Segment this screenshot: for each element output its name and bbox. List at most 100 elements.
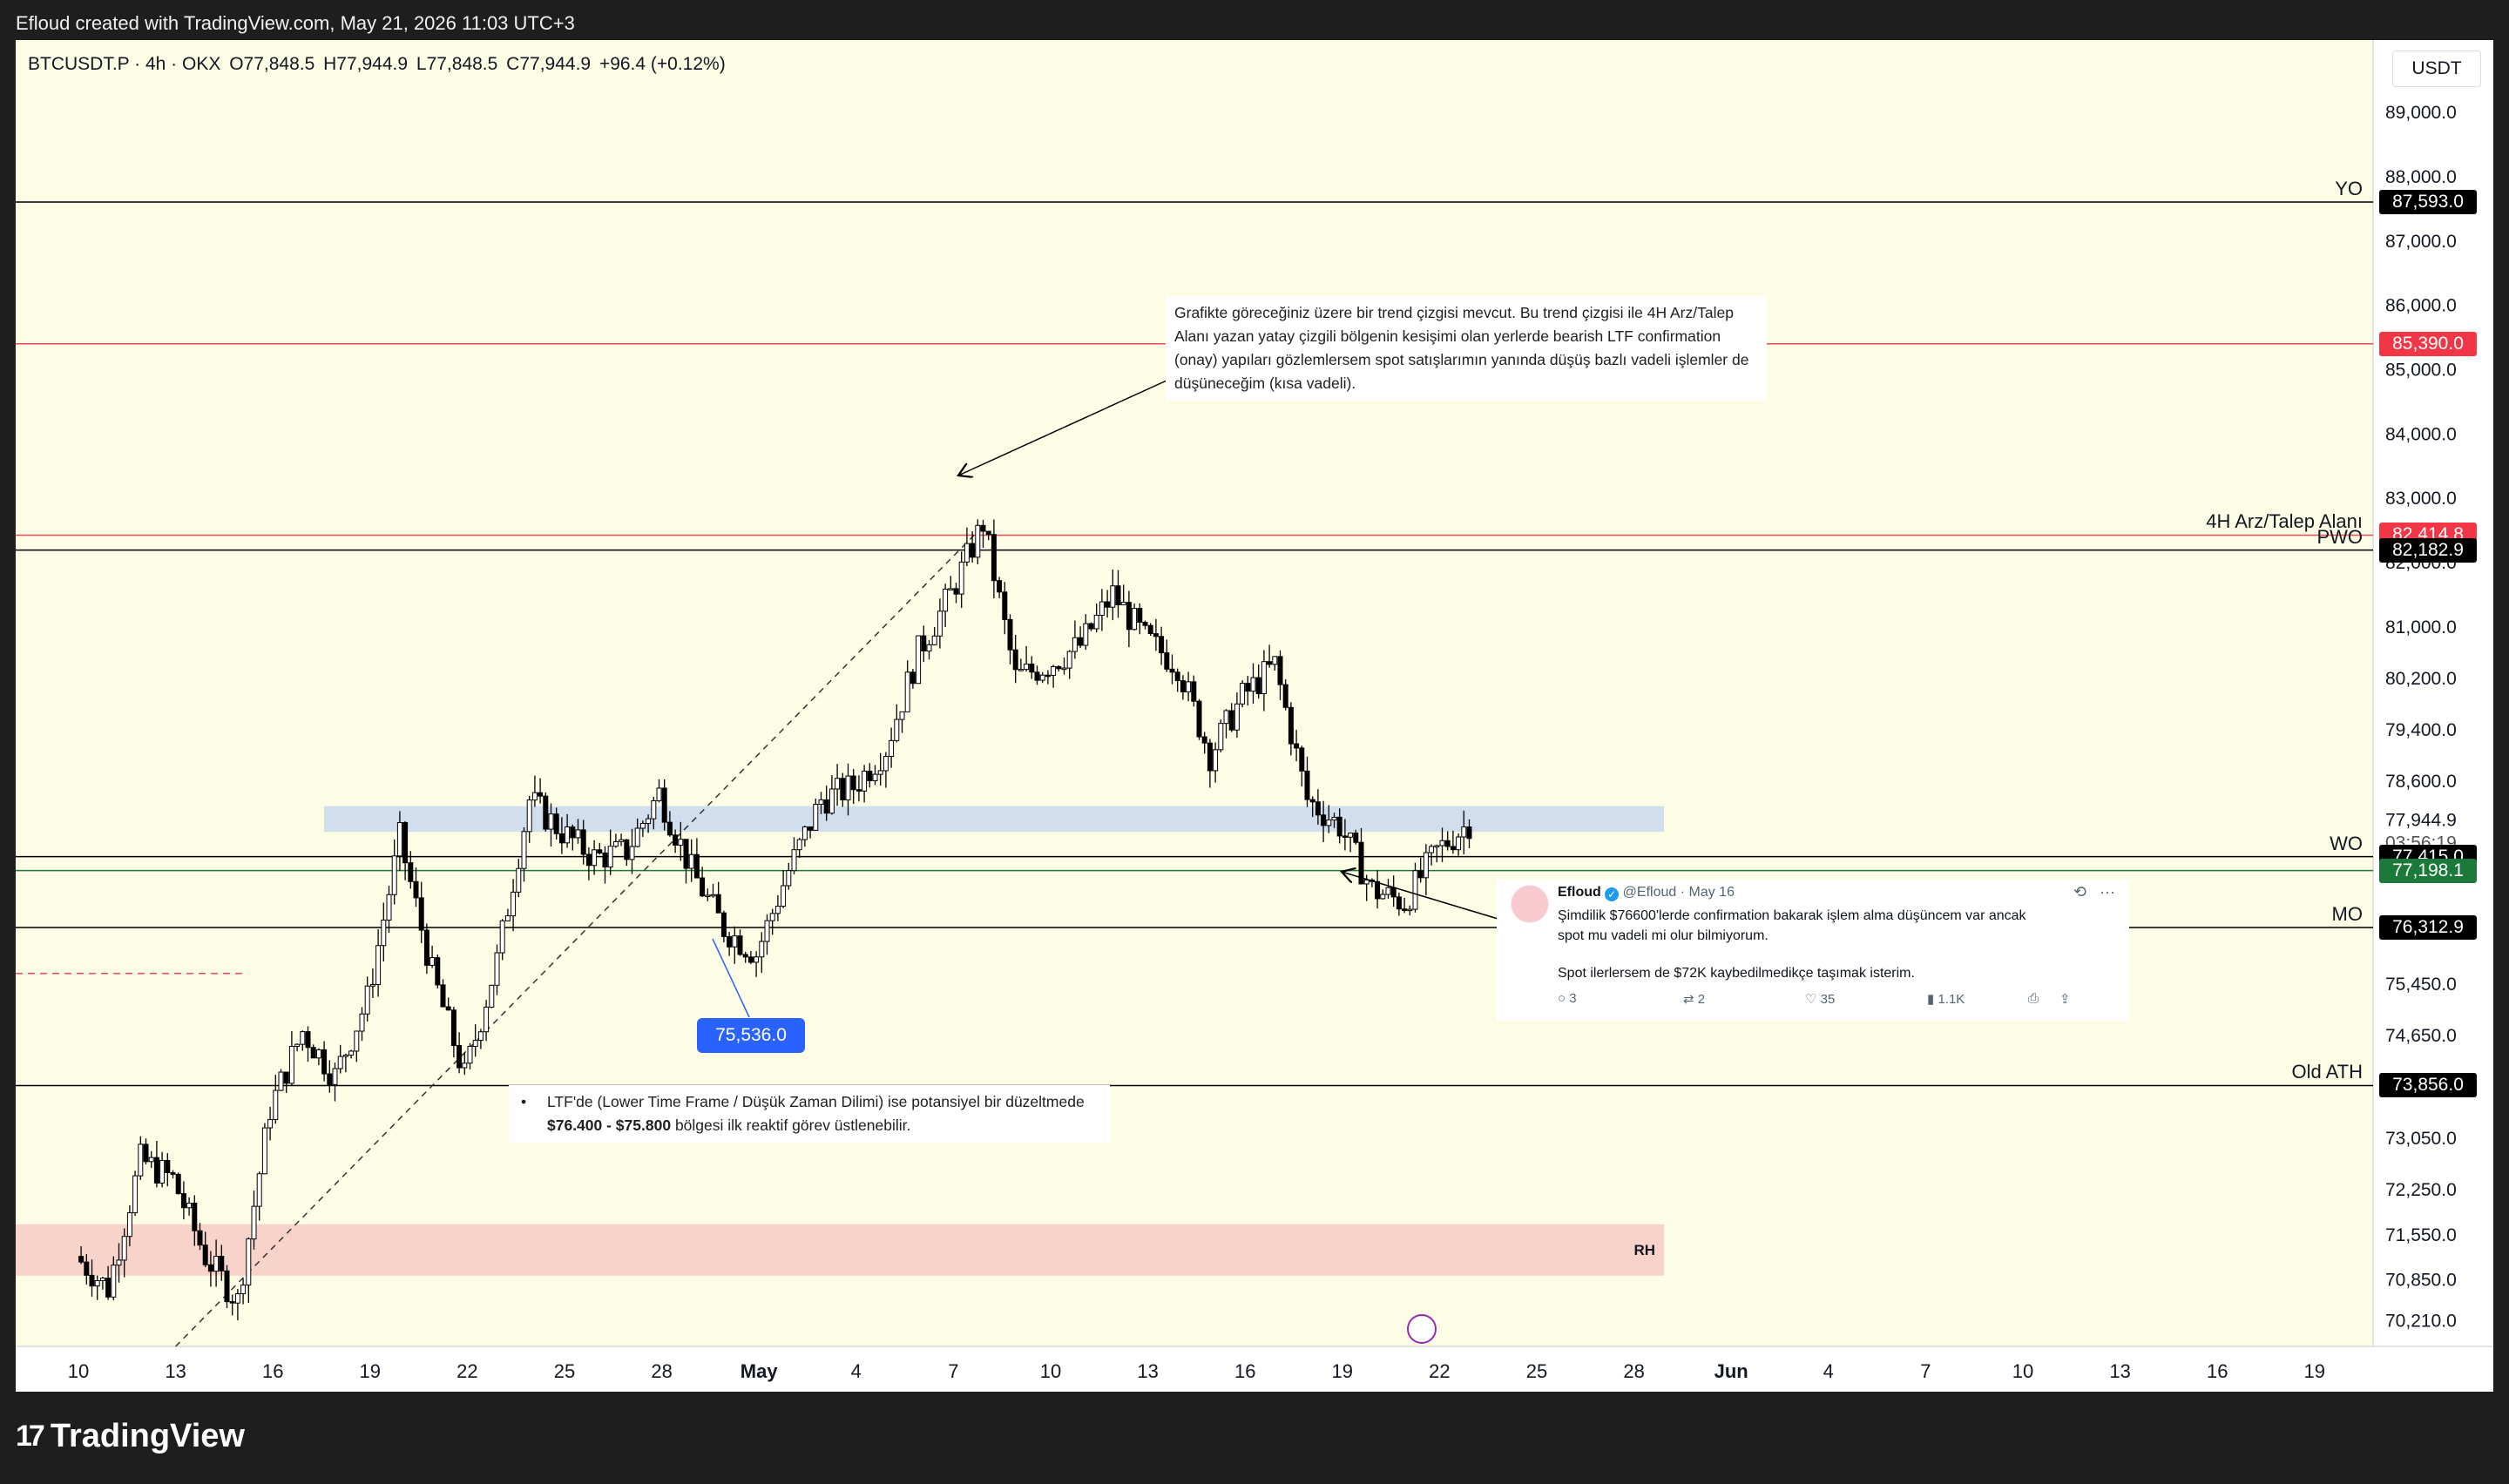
candle-body — [964, 543, 970, 563]
candle-body — [321, 1049, 328, 1075]
candle-body — [683, 839, 689, 869]
candle-body — [1363, 879, 1369, 885]
candle-body — [759, 941, 765, 958]
embedded-tweet[interactable]: Efloud ✓ @Efloud · May 16 ⟲ ··· Şimdilik… — [1497, 880, 2129, 1021]
views-button[interactable]: ▮ 1.1K — [1927, 991, 1965, 1007]
candle-body — [980, 524, 986, 532]
time-tick-label: 16 — [2207, 1360, 2228, 1382]
candle-body — [116, 1259, 122, 1266]
candle-body — [207, 1264, 213, 1272]
candle-body — [159, 1159, 166, 1184]
ltf-bullet-note[interactable]: • LTF'de (Lower Time Frame / Düşük Zaman… — [509, 1085, 1110, 1143]
bookmark-button[interactable]: ⎙ — [2028, 991, 2039, 1006]
tweet-author[interactable]: Efloud — [1558, 885, 1601, 900]
candle-body — [1282, 684, 1288, 708]
candle-body — [1456, 836, 1462, 851]
candle-body — [1412, 870, 1418, 910]
time-tick-label: 16 — [1234, 1360, 1255, 1382]
candle-body — [1390, 887, 1397, 898]
candle-body — [801, 826, 808, 840]
candle-body — [877, 770, 883, 775]
time-tick-label: 22 — [456, 1360, 477, 1382]
candle-body — [175, 1173, 181, 1195]
candle-body — [872, 773, 878, 781]
avatar[interactable] — [1511, 885, 1549, 923]
currency-selector[interactable]: USDT — [2392, 51, 2481, 87]
candle-body — [1234, 703, 1240, 731]
candle-body — [1272, 656, 1278, 665]
candle-body — [1207, 742, 1213, 772]
candle-body — [391, 855, 397, 895]
candle-body — [850, 775, 856, 791]
candle-body — [197, 1230, 203, 1246]
candle-body — [1115, 585, 1121, 605]
candle-body — [1228, 710, 1234, 731]
price-tick-label: 75,450.0 — [2385, 975, 2457, 995]
candle-body — [602, 852, 608, 868]
candle-body — [975, 524, 981, 558]
candle-body — [764, 920, 770, 942]
candle-body — [1288, 706, 1294, 745]
candle-body — [327, 1073, 333, 1085]
low-price-badge[interactable]: 75,536.0 — [697, 1018, 805, 1053]
close-value: C77,944.9 — [506, 54, 592, 74]
candle-body — [354, 1030, 360, 1052]
candle-body — [78, 1256, 85, 1263]
candle-body — [1326, 820, 1332, 826]
tweet-line-2: spot mu vadeli mi olur bilmiyorum. — [1558, 928, 1768, 943]
candle-body — [148, 1157, 154, 1163]
candle-body — [651, 799, 657, 820]
time-tick-label: 10 — [68, 1360, 89, 1382]
candle-body — [720, 912, 727, 937]
symbol-ohlc-bar: BTCUSDT.P · 4h · OKX O77,848.5 H77,944.9… — [28, 54, 729, 75]
price-tick-label: 79,400.0 — [2385, 720, 2457, 740]
price-tag: 77,198.1 — [2379, 858, 2477, 883]
candle-body — [624, 839, 630, 860]
price-tag: 76,312.9 — [2379, 915, 2477, 941]
chart-area[interactable]: RH 89,000.0 88,000.0 87,000.0 86,000.0 85,000… — [16, 40, 2493, 1392]
candle-body — [607, 846, 613, 868]
price-tick-label: 73,050.0 — [2385, 1129, 2457, 1149]
candle-body — [1444, 840, 1451, 847]
grok-icon[interactable]: ⟲ — [2073, 883, 2086, 901]
candle-body — [570, 826, 576, 839]
time-tick-label: 13 — [165, 1360, 186, 1382]
more-options-icon[interactable]: ··· — [2100, 883, 2115, 901]
repost-button[interactable]: ⇄ 2 — [1683, 991, 1705, 1007]
tradingview-logo[interactable]: 17 TradingView — [16, 1418, 245, 1455]
candle-body — [1012, 649, 1018, 671]
candle-body — [396, 822, 402, 857]
candle-body — [1304, 770, 1310, 800]
candle-body — [121, 1236, 127, 1261]
candle-body — [1105, 601, 1111, 608]
share-button[interactable]: ⇪ — [2059, 991, 2071, 1007]
candle-body — [889, 739, 895, 758]
candle-body — [828, 788, 835, 814]
candle-body — [423, 929, 429, 966]
chart-canvas[interactable]: RH 89,000.0 88,000.0 87,000.0 86,000.0 85,000… — [16, 40, 2493, 1392]
candle-body — [332, 1068, 338, 1085]
current-price-label: 77,944.9 — [2385, 811, 2457, 831]
candle-body — [565, 826, 571, 844]
candle-body — [1186, 681, 1192, 692]
candle-body — [678, 839, 684, 846]
candle-body — [89, 1274, 95, 1287]
candle-body — [943, 588, 949, 612]
candle-body — [240, 1285, 247, 1295]
symbol-label[interactable]: BTCUSDT.P · 4h · OKX — [28, 54, 221, 74]
candle-body — [1299, 747, 1305, 772]
time-tick-label: Jun — [1714, 1360, 1748, 1382]
reply-button[interactable]: ○ 3 — [1558, 991, 1577, 1006]
trendline-note[interactable]: Grafikte göreceğiniz üzere bir trend çiz… — [1166, 296, 1767, 401]
tweet-handle-date[interactable]: @Efloud · May 16 — [1622, 885, 1735, 900]
candle-body — [715, 894, 721, 914]
candle-body — [283, 1071, 289, 1084]
candle-body — [953, 588, 959, 595]
candle-body — [597, 849, 603, 853]
candle-body — [823, 799, 829, 814]
zone-label: RH — [1633, 1242, 1655, 1258]
candle-body — [429, 957, 436, 966]
candle-body — [867, 770, 873, 781]
candle-body — [99, 1278, 105, 1282]
like-button[interactable]: ♡ 35 — [1805, 991, 1835, 1007]
